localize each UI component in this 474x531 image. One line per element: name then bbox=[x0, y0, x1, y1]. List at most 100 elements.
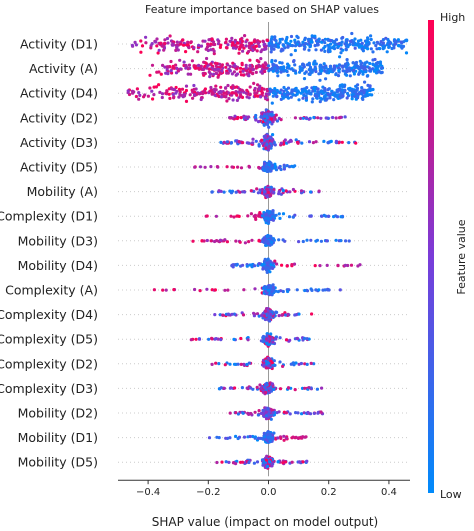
feature-label: Activity (A) bbox=[29, 61, 98, 76]
shap-point bbox=[376, 41, 380, 45]
shap-point bbox=[209, 239, 213, 243]
shap-point bbox=[169, 69, 173, 73]
shap-point bbox=[277, 238, 281, 242]
shap-point bbox=[226, 288, 230, 292]
shap-point bbox=[310, 70, 314, 74]
shap-point bbox=[264, 458, 269, 462]
shap-point bbox=[160, 95, 164, 100]
shap-point bbox=[269, 263, 273, 267]
shap-point bbox=[169, 59, 173, 64]
shap-point bbox=[399, 40, 403, 44]
shap-point bbox=[205, 56, 209, 61]
shap-point bbox=[276, 436, 280, 440]
shap-point bbox=[237, 47, 242, 51]
shap-point bbox=[329, 69, 333, 73]
shap-point bbox=[256, 94, 260, 98]
shap-point bbox=[243, 34, 247, 38]
shap-point bbox=[301, 40, 305, 44]
shap-point bbox=[219, 43, 223, 47]
shap-point bbox=[335, 93, 339, 97]
shap-point bbox=[201, 92, 205, 96]
shap-point bbox=[312, 362, 316, 366]
shap-point bbox=[289, 53, 293, 57]
shap-point bbox=[193, 165, 197, 169]
shap-point bbox=[279, 141, 283, 145]
shap-point bbox=[230, 165, 234, 169]
shap-point bbox=[255, 312, 260, 316]
shap-point bbox=[187, 63, 191, 67]
shap-point bbox=[268, 136, 272, 140]
shap-point bbox=[305, 459, 309, 463]
shap-point bbox=[253, 435, 257, 439]
shap-point bbox=[312, 411, 316, 415]
shap-point bbox=[265, 362, 269, 366]
shap-point bbox=[338, 115, 343, 119]
shap-point bbox=[242, 435, 247, 439]
shap-point bbox=[219, 386, 223, 390]
shap-point bbox=[126, 89, 130, 93]
feature-rows: Activity (D1) Activity (A) Activity (D4) Ac… bbox=[0, 37, 410, 470]
shap-point bbox=[256, 413, 260, 417]
shap-point bbox=[356, 39, 361, 43]
shap-point bbox=[352, 68, 356, 72]
shap-point bbox=[293, 40, 297, 44]
shap-point bbox=[246, 214, 250, 218]
shap-point bbox=[144, 35, 148, 39]
shap-point bbox=[301, 460, 305, 464]
shap-point bbox=[272, 47, 276, 51]
shap-point bbox=[386, 41, 390, 45]
shap-point bbox=[302, 44, 307, 48]
shap-point bbox=[307, 48, 311, 52]
shap-point bbox=[341, 94, 345, 98]
shap-point bbox=[294, 411, 298, 415]
shap-point bbox=[263, 309, 268, 313]
shap-point bbox=[155, 44, 159, 48]
shap-point bbox=[328, 45, 332, 50]
shap-point bbox=[248, 58, 252, 62]
shap-point bbox=[317, 37, 321, 41]
shap-point bbox=[318, 264, 322, 268]
shap-point bbox=[369, 34, 373, 38]
shap-point bbox=[190, 88, 194, 92]
shap-point bbox=[197, 43, 201, 48]
shap-point bbox=[212, 87, 217, 91]
shap-point bbox=[300, 141, 304, 145]
shap-point bbox=[260, 71, 264, 75]
shap-point bbox=[270, 240, 274, 244]
shap-point bbox=[221, 313, 225, 317]
feature-label: Mobility (A) bbox=[27, 184, 98, 199]
shap-point bbox=[266, 239, 270, 243]
shap-point bbox=[314, 48, 318, 52]
shap-point bbox=[191, 239, 195, 243]
shap-point bbox=[338, 55, 342, 59]
shap-point bbox=[207, 38, 211, 42]
shap-point bbox=[264, 237, 268, 241]
shap-point bbox=[184, 84, 189, 88]
shap-point bbox=[232, 461, 236, 465]
shap-point bbox=[294, 361, 298, 365]
shap-point bbox=[260, 313, 264, 317]
shap-point bbox=[228, 436, 232, 440]
shap-point bbox=[228, 189, 232, 193]
shap-point bbox=[219, 140, 223, 144]
shap-point bbox=[309, 91, 313, 96]
shap-point bbox=[255, 58, 259, 63]
shap-point bbox=[261, 336, 265, 340]
shap-point bbox=[270, 437, 274, 441]
shap-point bbox=[332, 45, 336, 49]
shap-point bbox=[293, 63, 297, 67]
shap-point bbox=[130, 43, 134, 48]
colorbar-high-label: High bbox=[440, 11, 465, 24]
shap-point bbox=[257, 214, 261, 218]
shap-point bbox=[265, 261, 269, 265]
shap-point bbox=[276, 290, 280, 294]
shap-point bbox=[172, 88, 176, 92]
shap-point bbox=[305, 86, 309, 90]
shap-point bbox=[268, 243, 272, 247]
shap-point bbox=[212, 52, 216, 56]
shap-point bbox=[202, 60, 206, 64]
shap-point bbox=[168, 34, 172, 38]
shap-point bbox=[291, 215, 295, 219]
shap-point bbox=[210, 66, 214, 70]
shap-point bbox=[226, 91, 231, 95]
